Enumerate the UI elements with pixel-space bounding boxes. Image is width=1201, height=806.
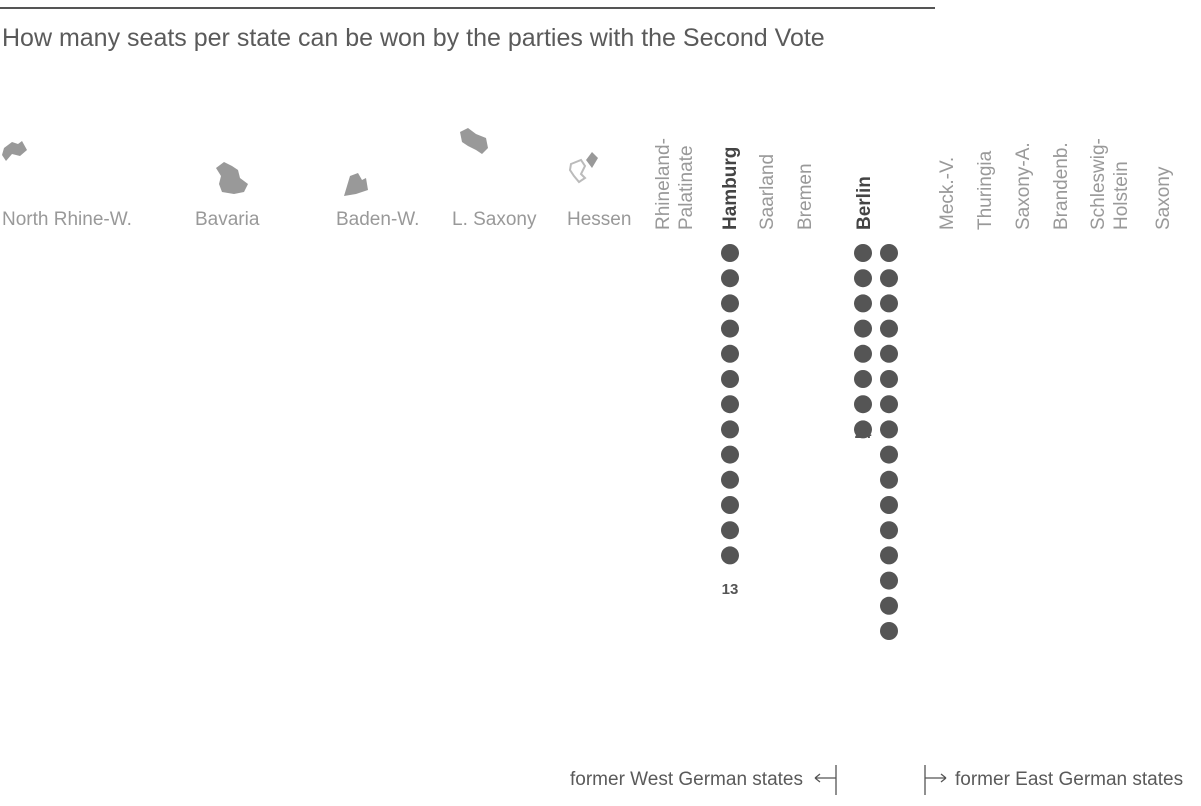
seat-dot-hamburg xyxy=(721,496,739,514)
state-map-icons xyxy=(2,128,598,196)
label-saxony: Saxony xyxy=(1153,166,1174,230)
west-group-label: former West German states xyxy=(570,769,803,790)
seat-dot-hamburg xyxy=(721,320,739,338)
baden-map-icon xyxy=(344,173,368,196)
horizontal-labels: North Rhine-W. Bavaria Baden-W. L. Saxon… xyxy=(2,209,631,230)
group-annotations: former West German states former East Ge… xyxy=(570,765,1183,795)
seat-dot-berlin xyxy=(854,320,872,338)
label-berlin: Berlin xyxy=(854,176,875,230)
seat-dot-berlin xyxy=(880,471,898,489)
label-schleswig-line2: Holstein xyxy=(1111,161,1132,230)
label-rhineland-line1: Rhineland- xyxy=(653,138,674,230)
value-label-berlin: 24 xyxy=(855,425,872,442)
seat-dot-berlin xyxy=(880,395,898,413)
seat-dot-hamburg xyxy=(721,345,739,363)
label-baden: Baden-W. xyxy=(336,209,419,230)
bavaria-map-icon xyxy=(216,162,248,194)
label-north-rhine: North Rhine-W. xyxy=(2,209,132,230)
seat-dot-berlin xyxy=(880,244,898,262)
seat-dot-berlin xyxy=(854,345,872,363)
seat-dot-berlin xyxy=(880,496,898,514)
label-hessen: Hessen xyxy=(567,209,631,230)
seat-dot-hamburg xyxy=(721,395,739,413)
west-bracket xyxy=(815,765,836,795)
seat-dot-berlin xyxy=(880,320,898,338)
seat-dot-berlin xyxy=(854,370,872,388)
seat-dot-berlin xyxy=(854,395,872,413)
north-rhine-map-icon xyxy=(2,141,27,161)
seat-dot-berlin xyxy=(880,572,898,590)
seat-dot-hamburg xyxy=(721,244,739,262)
label-brandenb: Brandenb. xyxy=(1051,142,1072,230)
rotated-labels: Rhineland- Palatinate Hamburg Saarland B… xyxy=(653,133,1174,230)
seat-dot-berlin xyxy=(880,345,898,363)
east-bracket xyxy=(925,765,946,795)
label-bremen: Bremen xyxy=(795,163,816,230)
seat-dot-hamburg xyxy=(721,269,739,287)
seat-dot-berlin xyxy=(880,420,898,438)
seat-dot-berlin xyxy=(880,521,898,539)
seat-dot-hamburg xyxy=(721,370,739,388)
seat-dot-berlin xyxy=(880,546,898,564)
label-meck-v: Meck.-V. xyxy=(937,157,958,230)
seat-dot-berlin xyxy=(854,294,872,312)
label-rhineland-palatinate: Rhineland- Palatinate xyxy=(653,133,697,230)
seat-dot-hamburg xyxy=(721,420,739,438)
value-label-hamburg: 13 xyxy=(722,581,739,598)
label-schleswig-line1: Schleswig- xyxy=(1088,138,1109,230)
seat-dot-hamburg xyxy=(721,546,739,564)
seat-dot-berlin xyxy=(880,269,898,287)
seat-dot-berlin xyxy=(880,370,898,388)
seat-dot-berlin xyxy=(880,446,898,464)
seat-dot-hamburg xyxy=(721,294,739,312)
label-bavaria: Bavaria xyxy=(195,209,260,230)
hessen-map-icon xyxy=(570,152,598,182)
seat-dot-berlin xyxy=(854,269,872,287)
seat-dot-berlin xyxy=(880,294,898,312)
lower-saxony-map-icon xyxy=(460,128,488,154)
east-group-label: former East German states xyxy=(955,769,1183,790)
seat-dot-hamburg xyxy=(721,521,739,539)
seat-dot-hamburg xyxy=(721,471,739,489)
label-hamburg: Hamburg xyxy=(720,147,741,230)
label-schleswig-holstein: Schleswig- Holstein xyxy=(1088,133,1132,230)
label-rhineland-line2: Palatinate xyxy=(676,145,697,230)
seat-dot-hamburg xyxy=(721,446,739,464)
label-saarland: Saarland xyxy=(757,154,778,230)
seat-dot-berlin xyxy=(880,622,898,640)
label-saxony-a: Saxony-A. xyxy=(1013,142,1034,230)
seat-dots xyxy=(721,244,898,640)
label-thuringia: Thuringia xyxy=(975,150,996,230)
label-lower-saxony: L. Saxony xyxy=(452,209,537,230)
seat-dot-berlin xyxy=(854,244,872,262)
seat-dot-berlin xyxy=(880,597,898,615)
